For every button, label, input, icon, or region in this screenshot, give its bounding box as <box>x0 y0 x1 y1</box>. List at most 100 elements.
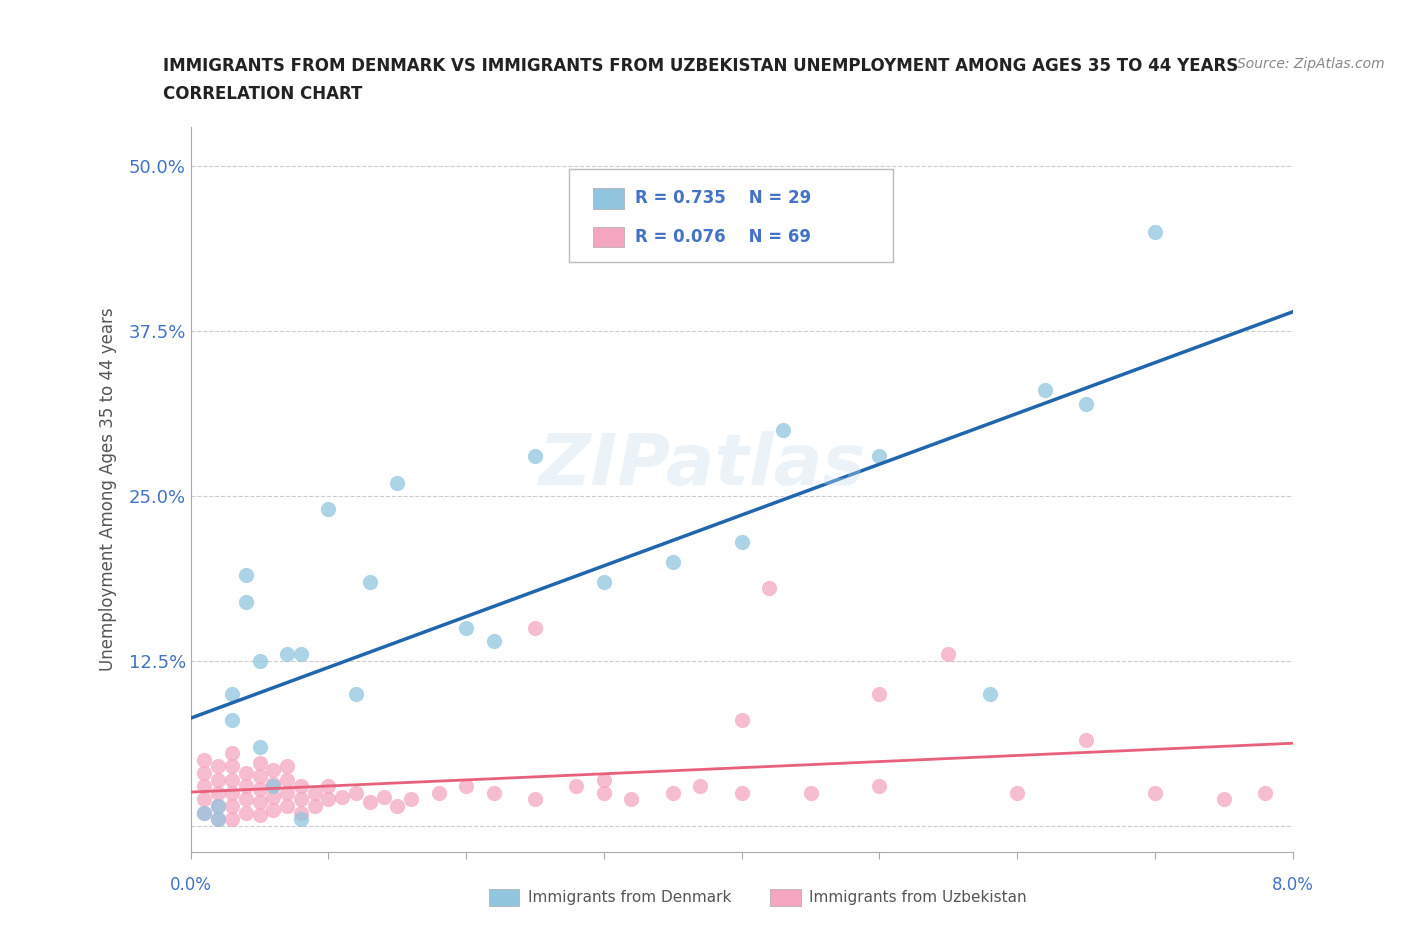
Point <box>1212 792 1234 807</box>
Point <box>235 792 257 807</box>
Point <box>565 778 588 793</box>
Text: CORRELATION CHART: CORRELATION CHART <box>163 85 361 102</box>
Point <box>387 799 409 814</box>
Point <box>593 575 616 590</box>
Point <box>262 777 284 791</box>
Point <box>979 686 1001 701</box>
Text: Immigrants from Denmark: Immigrants from Denmark <box>527 890 731 905</box>
Point <box>249 768 271 783</box>
Point <box>249 781 271 796</box>
Text: Immigrants from Uzbekistan: Immigrants from Uzbekistan <box>808 890 1026 905</box>
Point <box>399 792 422 807</box>
Point <box>868 686 890 701</box>
Point <box>758 581 780 596</box>
Point <box>1143 225 1166 240</box>
Point <box>235 765 257 780</box>
Point <box>524 792 547 807</box>
Point <box>330 790 353 804</box>
Point <box>207 772 229 787</box>
Point <box>235 805 257 820</box>
Text: ZIPatlas: ZIPatlas <box>540 431 866 499</box>
Point <box>235 778 257 793</box>
Point <box>249 654 271 669</box>
Point <box>427 786 450 801</box>
Text: IMMIGRANTS FROM DENMARK VS IMMIGRANTS FROM UZBEKISTAN UNEMPLOYMENT AMONG AGES 35: IMMIGRANTS FROM DENMARK VS IMMIGRANTS FR… <box>163 57 1237 74</box>
Point <box>290 805 312 820</box>
Point <box>344 686 367 701</box>
Point <box>221 759 243 774</box>
Point <box>318 778 340 793</box>
Text: R = 0.735    N = 29: R = 0.735 N = 29 <box>636 190 811 207</box>
Point <box>249 808 271 823</box>
Point <box>318 792 340 807</box>
Point <box>276 759 298 774</box>
Point <box>207 812 229 827</box>
Point <box>290 792 312 807</box>
Point <box>221 746 243 761</box>
Text: Source: ZipAtlas.com: Source: ZipAtlas.com <box>1237 57 1385 71</box>
Point <box>868 778 890 793</box>
Point <box>868 449 890 464</box>
Point <box>1074 733 1097 748</box>
Point <box>193 805 215 820</box>
Point <box>235 594 257 609</box>
Point <box>1033 383 1056 398</box>
Y-axis label: Unemployment Among Ages 35 to 44 years: Unemployment Among Ages 35 to 44 years <box>100 308 117 671</box>
Point <box>1074 396 1097 411</box>
Point <box>662 786 685 801</box>
Point <box>772 422 794 437</box>
Point <box>1254 786 1277 801</box>
Point <box>276 786 298 801</box>
Point <box>276 772 298 787</box>
Point <box>524 449 547 464</box>
Point <box>221 812 243 827</box>
Point <box>730 713 752 728</box>
Point <box>1143 786 1166 801</box>
Point <box>524 620 547 635</box>
Point <box>193 752 215 767</box>
Point <box>221 786 243 801</box>
Point <box>304 786 326 801</box>
Point <box>1005 786 1028 801</box>
Point <box>456 778 478 793</box>
Text: R = 0.076    N = 69: R = 0.076 N = 69 <box>636 228 811 246</box>
Point <box>482 633 505 648</box>
Point <box>221 799 243 814</box>
Point <box>730 786 752 801</box>
Point <box>387 475 409 490</box>
Point <box>620 792 643 807</box>
Point <box>359 575 381 590</box>
Point <box>290 812 312 827</box>
Point <box>262 790 284 804</box>
Point <box>262 763 284 777</box>
Text: 0.0%: 0.0% <box>170 875 212 894</box>
Point <box>936 647 959 662</box>
Point <box>359 794 381 809</box>
Point <box>207 759 229 774</box>
Point <box>221 772 243 787</box>
Point <box>290 647 312 662</box>
Point <box>262 803 284 817</box>
Point <box>276 799 298 814</box>
Point <box>799 786 821 801</box>
Point <box>193 792 215 807</box>
Point <box>344 786 367 801</box>
Point <box>730 535 752 550</box>
Point <box>193 765 215 780</box>
Point <box>304 799 326 814</box>
Point <box>262 778 284 793</box>
Point <box>593 786 616 801</box>
Point <box>207 786 229 801</box>
Point <box>276 647 298 662</box>
Point <box>207 799 229 814</box>
Point <box>290 778 312 793</box>
Point <box>482 786 505 801</box>
Point <box>456 620 478 635</box>
Point <box>689 778 711 793</box>
Point <box>193 805 215 820</box>
Point <box>221 713 243 728</box>
Point <box>235 567 257 582</box>
Point <box>593 772 616 787</box>
Point <box>249 794 271 809</box>
Point <box>373 790 395 804</box>
